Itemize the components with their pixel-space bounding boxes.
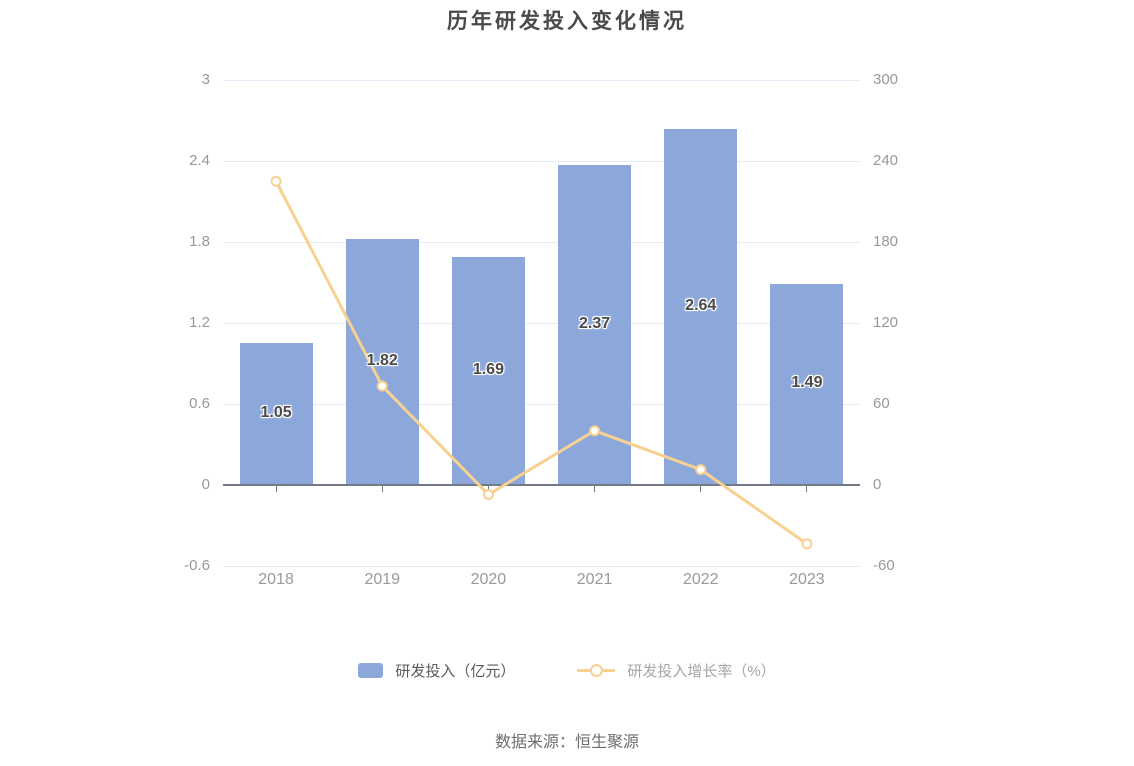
x-axis-line [223, 484, 860, 486]
y-axis-label-left: 1.8 [189, 233, 210, 250]
x-axis-label: 2022 [682, 571, 719, 588]
grid-line [223, 565, 860, 567]
grid-line [223, 322, 860, 324]
bar-value-label: 1.69 [472, 360, 504, 378]
legend-line-marker-icon [577, 663, 616, 678]
y-axis-label-left: 1.2 [189, 314, 210, 331]
x-axis-tick [700, 486, 702, 492]
y-axis-label-right: 0 [873, 476, 882, 493]
x-axis-tick [594, 486, 596, 492]
y-axis-label-right: 300 [873, 71, 899, 88]
grid-line [223, 79, 860, 81]
bar-value-label: 1.49 [791, 374, 823, 392]
legend-label-growth-rate: 研发投入增长率（%） [627, 662, 776, 680]
y-axis-label-right: 60 [873, 395, 890, 412]
x-axis-label: 2021 [576, 571, 613, 588]
y-axis-label-right: 180 [873, 233, 899, 250]
legend-label-rd-investment: 研发投入（亿元） [395, 662, 516, 680]
x-axis-label: 2023 [789, 571, 825, 588]
chart-title: 历年研发投入变化情况 [447, 10, 687, 33]
y-axis-label-left: 3 [201, 71, 210, 88]
data-source-caption: 数据来源：恒生聚源 [494, 734, 639, 751]
legend-line-ring [590, 663, 604, 677]
x-axis-label: 2019 [364, 571, 401, 588]
y-axis-label-left: 2.4 [189, 152, 210, 169]
x-axis-tick [275, 486, 277, 492]
x-axis-label: 2018 [258, 571, 294, 588]
x-axis-label: 2020 [470, 571, 507, 588]
line-marker-2023[interactable] [801, 538, 813, 550]
grid-line [223, 160, 860, 162]
grid-line [223, 241, 860, 243]
y-axis-label-left: 0.6 [189, 395, 210, 412]
grid-line [223, 403, 860, 405]
bar-value-label: 2.64 [685, 296, 717, 314]
legend-bar-swatch-icon [358, 662, 384, 678]
y-axis-label-right: 120 [873, 314, 899, 331]
legend: 研发投入（亿元） 研发投入增长率（%） [0, 660, 1134, 680]
bar-value-label: 1.82 [366, 352, 398, 370]
legend-item-growth-rate[interactable]: 研发投入增长率（%） [577, 660, 776, 681]
legend-item-rd-investment[interactable]: 研发投入（亿元） [358, 660, 515, 681]
x-axis-tick [806, 486, 808, 492]
bar-value-label: 2.37 [579, 315, 611, 333]
y-axis-label-left: -0.6 [184, 557, 210, 574]
y-axis-label-left: 0 [201, 476, 210, 493]
x-axis-tick [381, 486, 383, 492]
bar-value-label: 1.05 [260, 404, 292, 422]
x-axis-tick [487, 486, 489, 492]
y-axis-label-right: -60 [873, 557, 895, 574]
line-marker-2018[interactable] [270, 175, 282, 187]
y-axis-label-right: 240 [873, 152, 899, 169]
